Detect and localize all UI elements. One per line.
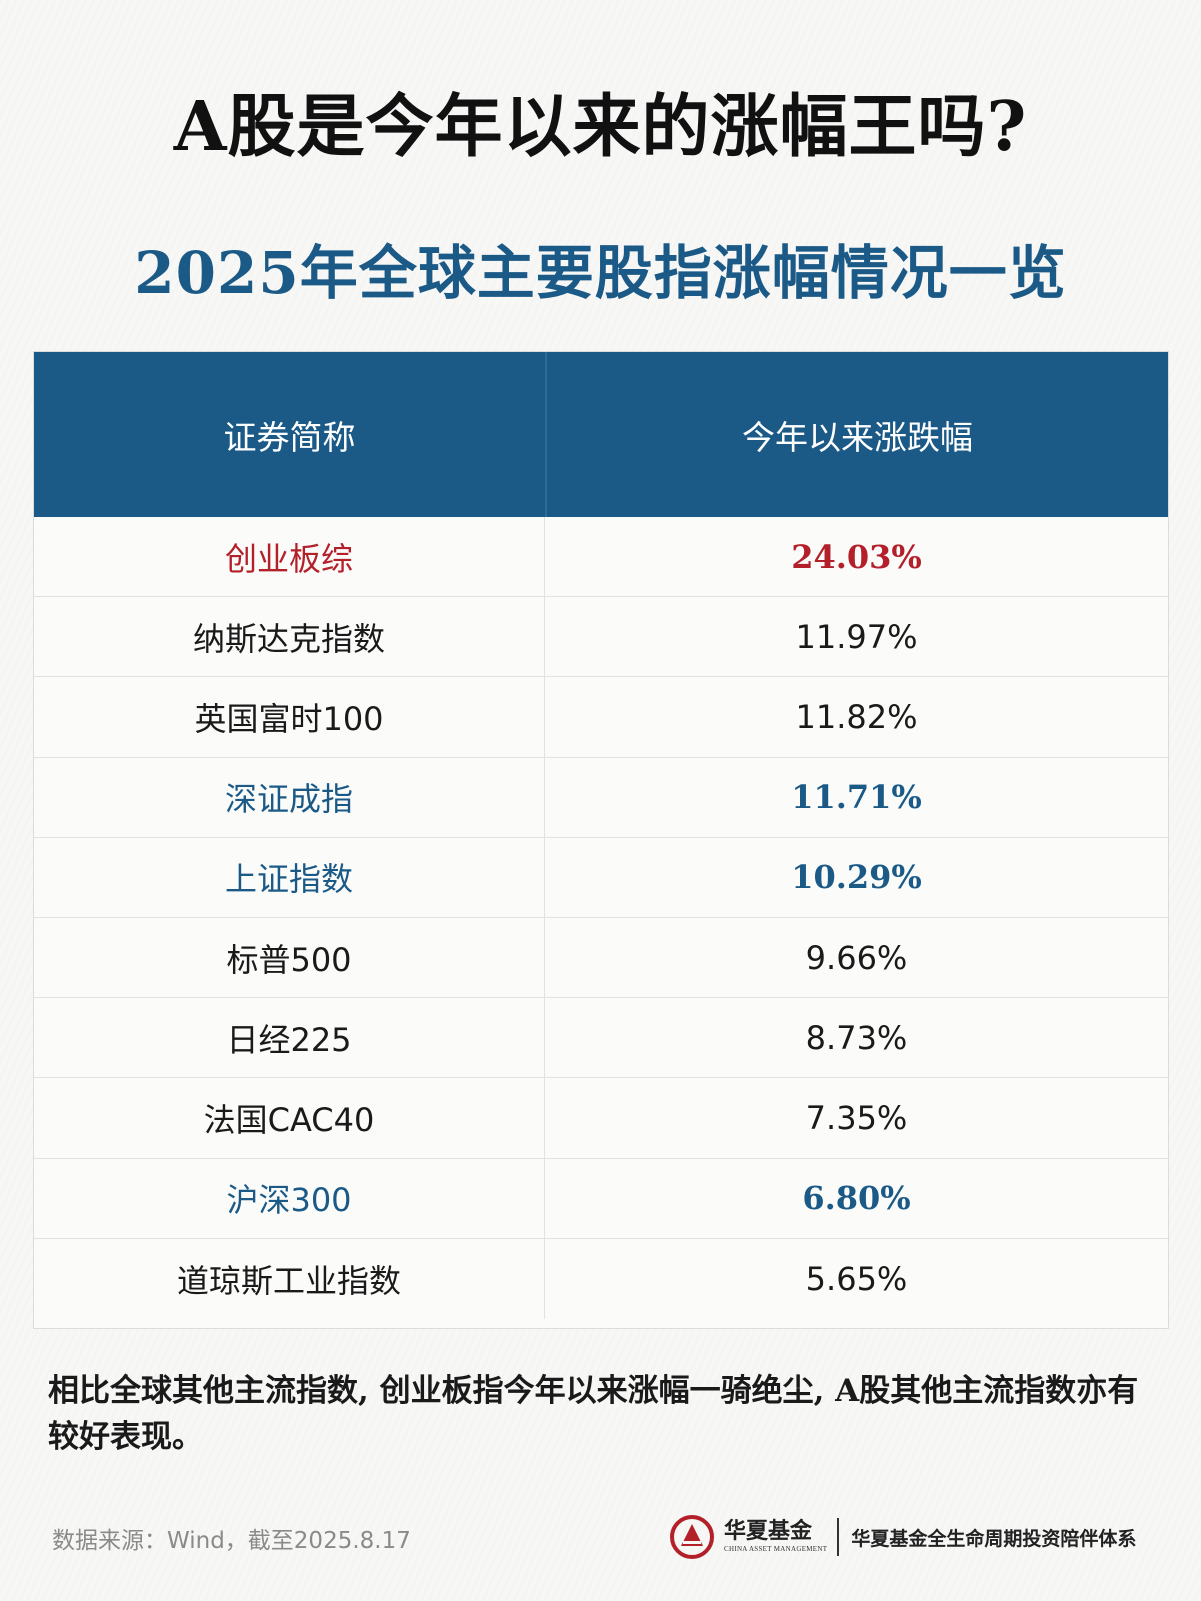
cell-index-name: 深证成指 xyxy=(34,757,545,837)
cell-index-name: 标普500 xyxy=(34,917,545,998)
cell-ytd-change: 11.71% xyxy=(791,778,922,817)
cell-ytd-change: 5.65% xyxy=(805,1259,908,1298)
data-source: 数据来源：Wind，截至2025.8.17 xyxy=(52,1528,411,1554)
cell-ytd-change: 11.82% xyxy=(795,697,918,736)
cell-ytd-change: 24.03% xyxy=(791,537,922,576)
cell-index-name: 法国CAC40 xyxy=(34,1078,545,1158)
page-title: A股是今年以来的涨幅王吗? xyxy=(173,87,1028,167)
cell-ytd-change: 6.80% xyxy=(802,1179,911,1218)
table-row: 创业板综 24.03% xyxy=(34,517,1168,598)
cell-ytd-change: 7.35% xyxy=(805,1098,908,1137)
brand-name-en: CHINA ASSET MANAGEMENT xyxy=(724,1545,828,1553)
brand-divider xyxy=(837,1518,840,1556)
brand-name-cn: 华夏基金 xyxy=(724,1519,813,1544)
header-security-name: 证券简称 xyxy=(34,352,547,517)
cell-index-name: 创业板综 xyxy=(34,517,545,597)
table-row: 法国CAC40 7.35% xyxy=(34,1078,1168,1159)
index-table: 证券简称 今年以来涨跌幅 创业板综 24.03% 纳斯达克指数 11.97% 英国富时1… xyxy=(33,351,1169,1329)
page-subtitle: 2025年全球主要股指涨幅情况一览 xyxy=(134,239,1067,307)
cell-index-name: 英国富时100 xyxy=(34,677,545,757)
table-row: 纳斯达克指数 11.97% xyxy=(34,597,1168,678)
brand-slogan: 华夏基金全生命周期投资陪伴体系 xyxy=(851,1527,1137,1550)
cell-index-name: 纳斯达克指数 xyxy=(34,597,545,677)
table-body: 创业板综 24.03% 纳斯达克指数 11.97% 英国富时100 11.82% 深证成指 1… xyxy=(34,517,1168,1319)
cell-ytd-change: 8.73% xyxy=(805,1018,908,1057)
summary-note: 相比全球其他主流指数, 创业板指今年以来涨幅一骑绝尘, A股其他主流指数亦有较好… xyxy=(48,1373,1139,1455)
table-row: 上证指数 10.29% xyxy=(34,837,1168,918)
table-row: 标普500 9.66% xyxy=(34,917,1168,999)
cell-ytd-change: 11.97% xyxy=(795,617,918,656)
cell-index-name: 日经225 xyxy=(34,998,545,1078)
table-row: 英国富时100 11.82% xyxy=(34,677,1168,758)
table-header: 证券简称 今年以来涨跌幅 xyxy=(34,352,1168,517)
table-row: 日经225 8.73% xyxy=(34,998,1168,1079)
header-ytd-change: 今年以来涨跌幅 xyxy=(742,417,973,457)
table-row: 道琼斯工业指数 5.65% xyxy=(34,1238,1168,1319)
cell-ytd-change: 9.66% xyxy=(805,938,908,977)
brand-block: 华夏基金 CHINA ASSET MANAGEMENT 华夏基金全生命周期投资陪… xyxy=(670,1513,1136,1561)
table-row: 深证成指 11.71% xyxy=(34,757,1168,838)
cell-index-name: 上证指数 xyxy=(34,837,545,917)
brand-name: 华夏基金 CHINA ASSET MANAGEMENT xyxy=(724,1520,827,1554)
cell-index-name: 道琼斯工业指数 xyxy=(34,1238,545,1319)
cell-ytd-change: 10.29% xyxy=(791,858,922,897)
cell-index-name: 沪深300 xyxy=(34,1158,545,1238)
brand-logo-icon xyxy=(670,1515,714,1559)
table-row: 沪深300 6.80% xyxy=(34,1158,1168,1239)
